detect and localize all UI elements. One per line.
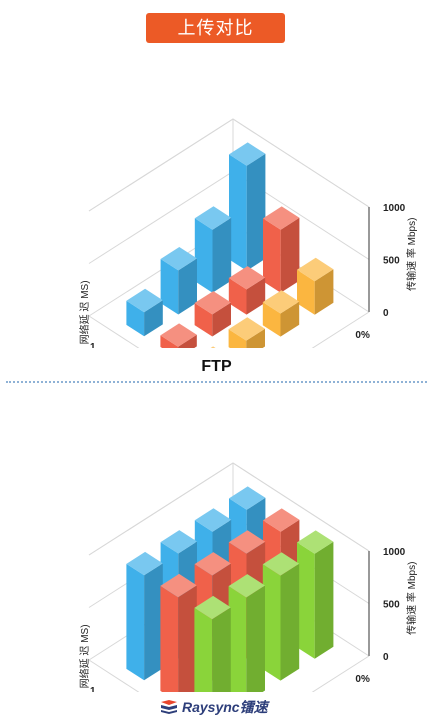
bar-top-face <box>228 530 266 554</box>
bar-side-face <box>246 277 266 315</box>
bar-side-face <box>178 585 197 692</box>
bar-side-face <box>212 217 232 293</box>
bar-top-face <box>263 508 300 532</box>
y-axis-title: 网络延 迟 MS) <box>78 280 91 344</box>
bar-top-face <box>297 530 334 554</box>
bar-front-face <box>194 303 213 337</box>
bar-side-face <box>280 301 300 337</box>
bar-front-face <box>228 278 247 315</box>
loss-tick-label: 0% <box>355 330 370 341</box>
z-axis-title: 传输速 率 Mbps) <box>405 562 418 635</box>
bar-front-face <box>229 154 247 271</box>
bar-top-face <box>126 551 163 576</box>
bar-top-face <box>263 206 300 230</box>
bar-side-face <box>314 269 334 315</box>
page-title: 上传对比 <box>146 13 285 43</box>
bar-top-face <box>160 530 197 554</box>
bar-front-face <box>297 269 315 315</box>
bar-front-face <box>297 542 315 659</box>
bar-side-face <box>314 541 334 659</box>
raysync-logo-text: Raysync镭速 <box>182 699 268 715</box>
latency-tick-label: 1 <box>90 342 96 348</box>
bar-front-face <box>228 329 247 348</box>
bar-side-face <box>144 563 163 681</box>
bar-top-face <box>194 291 231 315</box>
ftp-chart-title: FTP <box>201 358 232 375</box>
bar-top-face <box>194 595 231 620</box>
bar-side-face <box>246 328 265 348</box>
z-axis-title: 传输速 率 Mbps) <box>405 218 418 291</box>
bar-top-face <box>229 486 266 510</box>
bar-front-face <box>126 563 145 681</box>
raysync-logo-icon <box>161 700 177 714</box>
y-axis-title: 网络延 迟 MS) <box>78 624 91 688</box>
bar-top-face <box>160 323 197 347</box>
bar-front-face <box>194 607 213 692</box>
bar-front-face <box>126 300 145 337</box>
bar-side-face <box>246 585 265 692</box>
z-gridline <box>88 462 370 556</box>
bar-side-face <box>246 153 266 271</box>
section-divider <box>6 381 427 383</box>
latency-tick-label: 1 <box>90 686 96 692</box>
bar-front-face <box>194 218 213 293</box>
bar-side-face <box>178 334 197 348</box>
floor-edge <box>88 655 370 692</box>
z-tick-label: 500 <box>383 256 400 267</box>
z-tick-label: 1000 <box>383 203 406 214</box>
bar-front-face <box>262 302 281 337</box>
bar-front-face <box>160 335 179 348</box>
bar-top-face <box>262 552 300 576</box>
z-gridline <box>88 118 370 212</box>
bar-top-face <box>228 574 265 598</box>
bar-side-face <box>212 607 231 692</box>
bar-top-face <box>194 508 232 532</box>
bar-top-face <box>126 288 163 313</box>
bar-top-face <box>160 573 197 598</box>
bar-front-face <box>228 586 247 692</box>
bar-side-face <box>280 217 300 293</box>
bar-top-face <box>228 317 265 341</box>
bar-side-face <box>212 302 231 337</box>
bar-top-face <box>228 266 266 290</box>
bar-side-face <box>280 563 300 681</box>
bar-top-face <box>194 552 231 576</box>
bar-top-face <box>194 206 232 230</box>
bar-front-face <box>160 585 179 692</box>
z-tick-label: 0 <box>383 652 389 663</box>
bar-side-face <box>178 258 197 315</box>
bar-front-face <box>263 218 281 293</box>
bar-front-face <box>160 259 179 315</box>
bar-side-face <box>144 300 163 337</box>
bar-top-face <box>210 346 216 348</box>
raysync-logo: Raysync镭速 <box>160 697 268 717</box>
bar-top-face <box>262 290 300 314</box>
z-tick-label: 500 <box>383 600 400 611</box>
loss-tick-label: 0% <box>355 674 370 685</box>
bar-front-face <box>262 564 281 681</box>
floor-edge <box>88 311 370 348</box>
z-tick-label: 1000 <box>383 547 406 558</box>
bar-top-face <box>297 257 334 282</box>
bar-top-face <box>229 142 266 166</box>
z-tick-label: 0 <box>383 308 389 319</box>
bar-top-face <box>160 247 197 271</box>
